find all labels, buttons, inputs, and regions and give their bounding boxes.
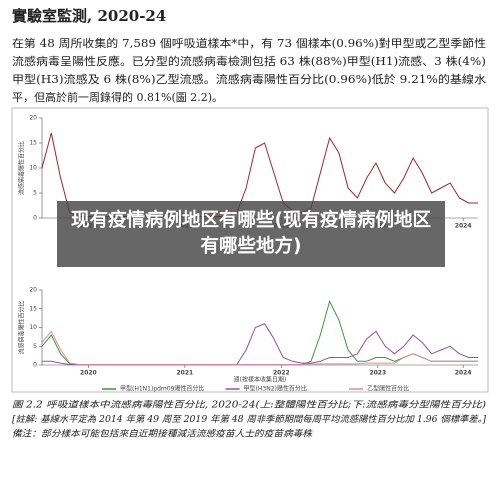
title: 實驗室監測, 2020-24 xyxy=(12,7,166,25)
data-line xyxy=(41,299,478,366)
legend-label: 乙型陽性百分比 xyxy=(367,385,409,393)
y-tick-label: 0 xyxy=(33,362,37,369)
paragraph-line: 在第 48 周所收集的 7,589 個呼吸道樣本*中，有 73 個樣本(0.96… xyxy=(12,36,486,50)
x-tick-label: 2021 xyxy=(177,370,194,377)
paragraph-line: 平，但高於前一周錄得的 0.81%(圖 2.2)。 xyxy=(12,90,223,104)
caption-line: [註解: 基線水平定為 2014 年第 49 周至 2019 年第 48 周非季… xyxy=(12,414,487,425)
data-line xyxy=(41,330,478,366)
y-tick-label: 15 xyxy=(29,305,37,312)
x-axis-label: 週(按樣本收集日期) xyxy=(234,376,287,384)
y-tick-label: 20 xyxy=(29,287,37,294)
y-tick-label: 5 xyxy=(33,343,37,350)
paragraph-line: 甲型(H3)流感及 6 株(8%)乙型流感。流感病毒陽性百分比(0.96%)低於… xyxy=(12,72,486,86)
x-tick-label: 2024 xyxy=(455,370,472,377)
y-tick-label: 10 xyxy=(29,165,37,172)
y-axis-label: 流感病毒陽性百分比 xyxy=(18,300,26,354)
x-tick-label: 2024 xyxy=(455,223,472,230)
x-tick-label: 2022 xyxy=(273,370,290,377)
y-tick-label: 15 xyxy=(29,140,37,147)
y-tick-label: 0 xyxy=(33,215,37,222)
caption-line: 備注：部分樣本可能包括來自近期接種減活流感疫苗人士的疫苗病毒株 xyxy=(12,429,313,440)
legend-label: 甲型(H1N1)pdm09陽性百分比 xyxy=(120,385,204,393)
y-axis-label: 流感病毒陽性百分比 xyxy=(18,141,26,195)
data-line xyxy=(42,323,478,366)
caption-line: 圖 2.2 呼吸道樣本中流感病毒陽性百分比, 2020-24(上:整體陽性百分比… xyxy=(12,400,487,411)
figure-frame xyxy=(11,107,489,393)
y-tick-label: 20 xyxy=(29,115,37,122)
x-tick-label: 2020 xyxy=(80,370,97,377)
y-tick-label: 5 xyxy=(33,190,37,197)
x-tick-label: 2023 xyxy=(369,370,386,377)
paragraph-line: 流感病毒呈陽性反應。已分型的流感病毒檢測包括 63 株(88%)甲型(H1)流感… xyxy=(12,54,486,68)
overlay-banner: 现有疫情病例地区有哪些(现有疫情病例地区有哪些地方) xyxy=(57,201,445,267)
legend-label: 甲型(H3N2)陽性百分比 xyxy=(244,385,307,393)
y-tick-label: 10 xyxy=(29,324,37,331)
